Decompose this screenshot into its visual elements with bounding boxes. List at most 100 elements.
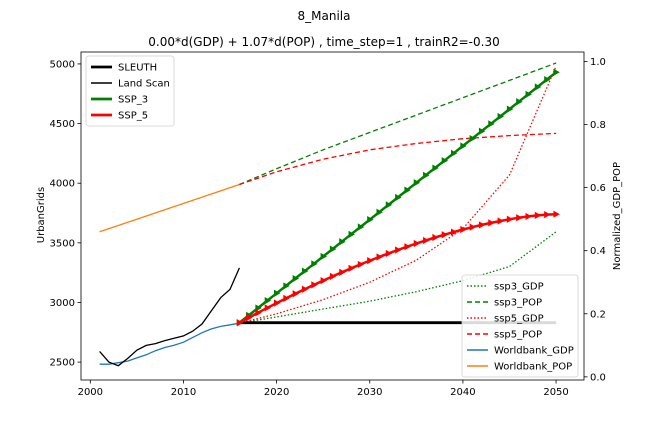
series-ssp-5-marker [301, 285, 309, 293]
legend-label: Worldbank_GDP [494, 346, 574, 357]
series-ssp-3-marker [301, 267, 309, 275]
series-ssp-5-marker [460, 225, 467, 234]
series-ssp-5-marker [395, 246, 402, 254]
series-ssp-5-marker [274, 299, 281, 307]
x-tick-label: 2010 [171, 387, 196, 398]
series-ssp-3-marker [525, 90, 532, 98]
legend-label: Worldbank_POP [494, 362, 572, 373]
series-ssp-3-marker [283, 282, 290, 290]
series-ssp-3-marker [450, 149, 458, 157]
series-ssp-3-marker [329, 245, 337, 253]
series-ssp-3-marker [348, 230, 355, 238]
series-ssp-3-marker [413, 179, 421, 187]
series-ssp-3-marker [423, 171, 430, 180]
series-ssp-5-marker [544, 210, 551, 219]
series-ssp-3-marker [404, 186, 411, 194]
y-axis-label-right: Normalized_GDP_POP [612, 162, 623, 270]
y-tick-label-right: 0.4 [590, 246, 606, 257]
series-ssp-3-marker [255, 304, 262, 312]
series-ssp-5-marker [311, 281, 318, 289]
series-ssp5-gdp [239, 65, 557, 324]
series-land-scan [99, 267, 240, 367]
x-tick-label: 2050 [543, 387, 568, 398]
series-ssp-3-marker [469, 134, 477, 143]
series-ssp-3-marker [264, 297, 272, 305]
series-ssp-3-marker [497, 112, 504, 121]
series-ssp-3-marker [339, 238, 346, 246]
series-ssp-3-marker [432, 164, 439, 172]
y-tick-label-right: 0.8 [590, 120, 606, 131]
series-ssp-5-marker [525, 212, 532, 221]
legend-label: Land Scan [118, 79, 170, 90]
series-ssp-5-marker [357, 260, 365, 269]
series-ssp-3-marker [376, 208, 383, 216]
y-tick-label-left: 5000 [50, 59, 75, 70]
series-ssp-5-marker [497, 217, 504, 225]
series-ssp-5-marker [348, 264, 355, 272]
series-ssp-5-marker [385, 249, 393, 258]
series-ssp-3-marker [516, 98, 523, 106]
legend-label: ssp3_POP [494, 298, 542, 309]
legend-label: ssp5_GDP [494, 314, 544, 325]
series-ssp-5-marker [264, 304, 272, 312]
series-ssp-5-marker [450, 228, 458, 236]
x-tick-label: 2030 [357, 387, 382, 398]
x-tick-label: 2020 [264, 387, 289, 398]
series-ssp-5-marker [320, 276, 327, 285]
legend-left-frame [85, 55, 175, 127]
y-tick-label-left: 4000 [50, 179, 75, 190]
series-ssp-5-marker [441, 231, 449, 239]
series-ssp-5-marker [553, 210, 560, 218]
series-ssp-5-marker [376, 253, 383, 261]
legend-label: SLEUTH [118, 63, 157, 74]
series-ssp-5-marker [534, 211, 542, 219]
y-tick-label-right: 0.2 [590, 309, 606, 320]
series-ssp-3-marker [292, 274, 300, 283]
series-ssp-5-marker [469, 223, 477, 231]
series-ssp-3-marker [357, 223, 365, 231]
series-ssp3-gdp [239, 231, 557, 324]
series-ssp-3-marker [553, 68, 560, 76]
series-ssp-5-marker [255, 309, 262, 317]
chart-title: 0.00*d(GDP) + 1.07*d(POP) , time_step=1 … [148, 35, 499, 49]
series-ssp-3-marker [320, 252, 327, 261]
legend-left: SLEUTH Land Scan SSP_3 SSP_5 [85, 55, 175, 127]
chart-suptitle: 8_Manila [298, 9, 351, 23]
series-ssp-5-marker [246, 314, 253, 322]
y-tick-label-right: 0.6 [590, 183, 606, 194]
series-ssp-3-marker [534, 83, 542, 91]
series-ssp-5-marker [367, 257, 374, 265]
series-ssp-3-marker [488, 120, 495, 128]
legend-right-frame [461, 274, 579, 378]
series-worldbank-pop [99, 183, 240, 233]
y-axis-label-left: UrbanGrids [36, 187, 47, 243]
y-tick-label-left: 4500 [50, 119, 75, 130]
series-ssp-3-marker [478, 127, 486, 135]
y-tick-label-right: 1.0 [590, 57, 606, 68]
series-ssp-5-marker [432, 233, 439, 242]
axes: 2000 2010 2020 2030 2040 2050 2500 3000 3500 4000… [50, 51, 606, 398]
series-ssp-3-marker [544, 76, 551, 84]
legend-right: ssp3_GDP ssp3_POP ssp5_GDP ssp5_POP Worldban… [461, 274, 579, 378]
series-ssp-5-marker [283, 294, 290, 302]
series-ssp-5-marker [339, 268, 346, 276]
plot-frame [80, 51, 585, 381]
legend-label: ssp3_GDP [494, 282, 544, 293]
series-ssp-3-marker [311, 260, 318, 268]
series-ssp-5-marker [404, 243, 411, 251]
series-ssp-5-marker [516, 214, 523, 222]
y-tick-label-right: 0.0 [590, 372, 606, 383]
series-ssp-5-marker [329, 272, 337, 280]
series-ssp-3-marker [395, 193, 402, 202]
legend-label: ssp5_POP [494, 330, 542, 341]
series-ssp-3-marker [385, 201, 393, 209]
series-ssp-3-marker [460, 142, 467, 150]
y-tick-label-left: 3000 [50, 298, 75, 309]
x-tick-label: 2000 [78, 387, 103, 398]
x-tick-label: 2040 [450, 387, 475, 398]
series-worldbank-gdp [99, 322, 240, 365]
series-ssp-5-marker [478, 221, 486, 229]
legend-label: SSP_5 [118, 111, 148, 122]
series-ssp-3-marker [367, 216, 374, 224]
